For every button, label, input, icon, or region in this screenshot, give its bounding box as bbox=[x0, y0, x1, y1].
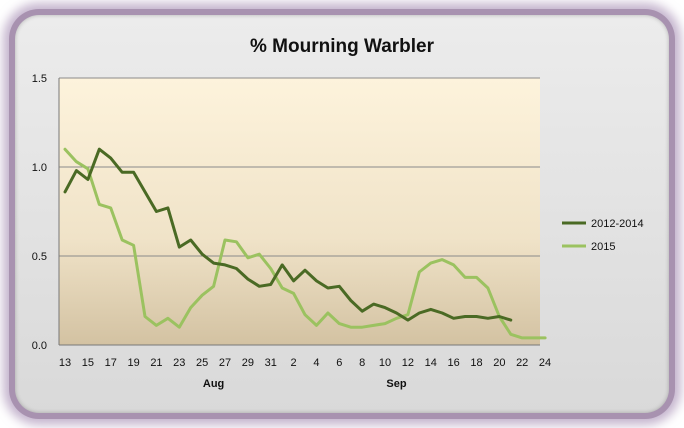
series-line-2012-2014 bbox=[63, 147, 513, 322]
month-label: Sep bbox=[386, 378, 406, 390]
x-tick-label: 21 bbox=[150, 357, 162, 369]
x-tick-label: 25 bbox=[196, 357, 208, 369]
legend-label: 2012-2014 bbox=[591, 218, 644, 230]
month-label: Aug bbox=[203, 378, 224, 390]
x-tick-label: 15 bbox=[82, 357, 94, 369]
gridlines bbox=[59, 77, 540, 257]
x-tick-labels: 13 15 17 19 21 23 25 27 29 31 2 4 6 8 10 12 14 16 18 20 22 24 bbox=[59, 357, 551, 369]
y-tick-label: 1.5 bbox=[32, 73, 47, 85]
x-tick-label: 14 bbox=[425, 357, 437, 369]
y-tick-labels: 0.0 0.5 1.0 1.5 bbox=[32, 73, 47, 352]
x-tick-label: 23 bbox=[173, 357, 185, 369]
legend-label: 2015 bbox=[591, 241, 615, 253]
y-tick-label: 0.0 bbox=[32, 340, 47, 352]
x-tick-label: 2 bbox=[291, 357, 297, 369]
x-tick-label: 13 bbox=[59, 357, 71, 369]
x-tick-label: 31 bbox=[265, 357, 277, 369]
chart-title: % Mourning Warbler bbox=[249, 36, 435, 57]
x-tick-label: 6 bbox=[336, 357, 342, 369]
month-labels: Aug Sep bbox=[203, 378, 407, 390]
x-tick-label: 4 bbox=[313, 357, 319, 369]
plot-area bbox=[59, 78, 540, 345]
x-tick-label: 12 bbox=[402, 357, 414, 369]
x-tick-label: 20 bbox=[493, 357, 505, 369]
x-tick-label: 17 bbox=[105, 357, 117, 369]
y-tick-label: 0.5 bbox=[32, 251, 47, 263]
x-tick-label: 22 bbox=[516, 357, 528, 369]
x-tick-label: 8 bbox=[359, 357, 365, 369]
series-lines bbox=[63, 147, 547, 340]
x-tick-label: 29 bbox=[242, 357, 254, 369]
x-tick-label: 27 bbox=[219, 357, 231, 369]
y-tick-label: 1.0 bbox=[32, 162, 47, 174]
x-tick-label: 10 bbox=[379, 357, 391, 369]
series-line-2015 bbox=[63, 147, 547, 340]
x-tick-label: 24 bbox=[539, 357, 551, 369]
x-tick-label: 19 bbox=[127, 357, 139, 369]
legend: 2012-2014 2015 bbox=[562, 218, 644, 253]
x-tick-label: 18 bbox=[470, 357, 482, 369]
x-tick-label: 16 bbox=[447, 357, 459, 369]
